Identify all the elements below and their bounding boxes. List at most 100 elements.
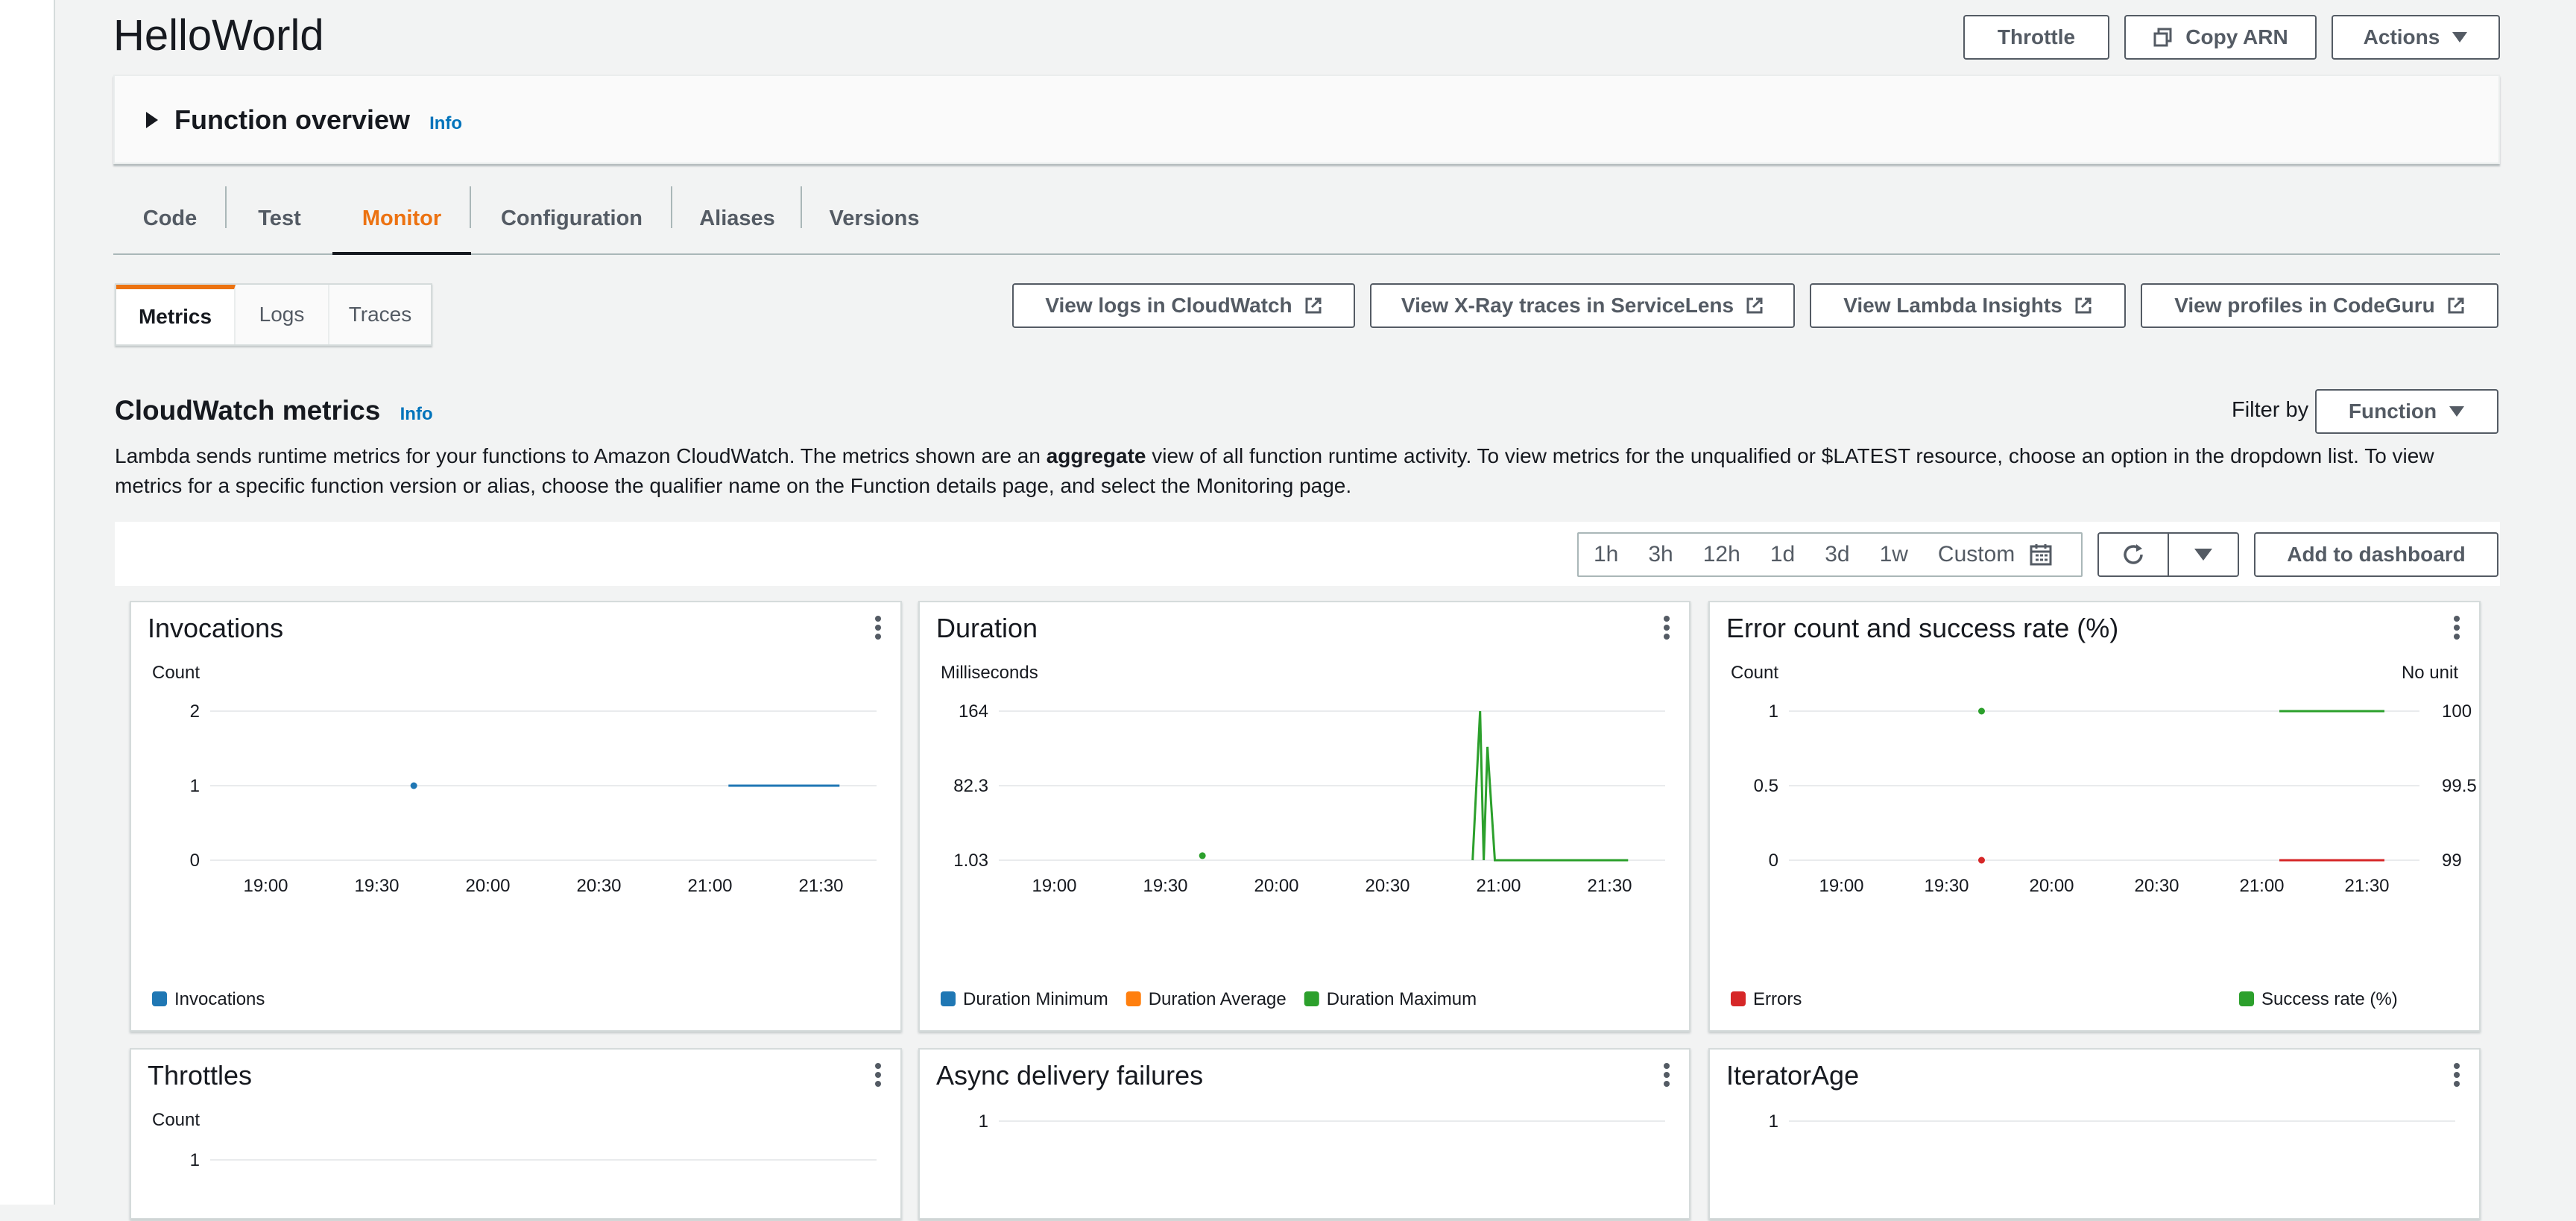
actions-button[interactable]: Actions: [2332, 15, 2500, 60]
expand-caret-icon[interactable]: [146, 112, 158, 128]
chart-panel-duration: Duration Milliseconds 1.03 82.3 164 19:00 19:…: [918, 601, 1690, 1032]
external-link-icon: [1305, 297, 1322, 314]
legend-swatch: [1304, 991, 1319, 1006]
view-codeguru-profiles-button[interactable]: View profiles in CodeGuru: [2141, 283, 2498, 328]
subtab-logs[interactable]: Logs: [236, 285, 329, 344]
throttle-button[interactable]: Throttle: [1963, 15, 2109, 60]
tab-monitor[interactable]: Monitor: [332, 183, 471, 255]
time-range-selector: 1h 3h 12h 1d 3d 1w Custom: [1577, 532, 2083, 577]
legend-label: Duration Average: [1149, 989, 1287, 1009]
tab-configuration[interactable]: Configuration: [500, 206, 643, 230]
chart-panel-async-delivery-failures: Async delivery failures 1: [918, 1048, 1690, 1220]
data-point: [1978, 856, 1985, 864]
series-line: [1471, 710, 1629, 862]
tab-versions[interactable]: Versions: [829, 206, 920, 230]
external-link-icon: [2448, 297, 2464, 314]
x-tick-label: 19:00: [1032, 876, 1076, 896]
function-overview-title: Function overview: [174, 104, 411, 135]
y-tick-label: 0: [1769, 851, 1778, 871]
x-tick-label: 20:00: [465, 876, 510, 896]
chart-title: Duration: [936, 613, 1038, 643]
x-tick-label: 19:30: [354, 876, 399, 896]
view-profiles-label: View profiles in CodeGuru: [2174, 294, 2435, 317]
legend-label: Success rate (%): [2261, 989, 2398, 1009]
chart-title: Async delivery failures: [936, 1060, 1204, 1091]
legend-label: Errors: [1753, 989, 1802, 1009]
filter-by-dropdown[interactable]: Function: [2315, 389, 2498, 434]
data-point: [1199, 852, 1206, 859]
tab-code[interactable]: Code: [142, 206, 198, 230]
view-logs-cloudwatch-button[interactable]: View logs in CloudWatch: [1012, 283, 1355, 328]
x-tick-label: 19:30: [1143, 876, 1187, 896]
y2-tick-label: 99: [2442, 851, 2462, 871]
view-xray-label: View X-Ray traces in ServiceLens: [1401, 294, 1734, 317]
refresh-button[interactable]: [2097, 532, 2169, 577]
range-3h[interactable]: 3h: [1648, 542, 1673, 567]
metrics-info-link[interactable]: Info: [400, 404, 433, 424]
refresh-options-dropdown[interactable]: [2168, 532, 2239, 577]
chart-panel-iterator-age: IteratorAge 1: [1708, 1048, 2481, 1220]
y2-tick-label: 100: [2442, 701, 2472, 722]
y-tick-label: 164: [959, 701, 988, 722]
chart-title: Error count and success rate (%): [1726, 613, 2119, 643]
tab-test[interactable]: Test: [258, 206, 301, 230]
desc-text-rest: view of all function runtime activity. T…: [115, 444, 2434, 497]
y-tick-label: 82.3: [953, 776, 988, 796]
more-options-icon[interactable]: [875, 616, 881, 640]
y-tick-label: 0: [190, 851, 200, 871]
cloudwatch-metrics-heading: CloudWatch metrics Info: [115, 395, 433, 426]
x-tick-label: 20:00: [2029, 876, 2074, 896]
x-tick-label: 20:30: [576, 876, 621, 896]
view-xray-traces-button[interactable]: View X-Ray traces in ServiceLens: [1370, 283, 1795, 328]
x-tick-label: 21:30: [798, 876, 843, 896]
duration-chart: Milliseconds 1.03 82.3 164 19:00 19:30 20:00 20…: [941, 663, 1665, 1009]
copy-arn-button[interactable]: Copy ARN: [2124, 15, 2317, 60]
subtab-traces[interactable]: Traces: [348, 303, 412, 326]
data-point: [410, 782, 417, 789]
caret-down-icon: [2449, 406, 2465, 417]
range-custom[interactable]: Custom: [1937, 542, 2015, 567]
view-insights-label: View Lambda Insights: [1843, 294, 2062, 317]
overview-info-link[interactable]: Info: [429, 113, 463, 133]
view-logs-label: View logs in CloudWatch: [1045, 294, 1292, 317]
monitor-subtabs: Metrics Logs Traces: [115, 283, 432, 346]
subtab-metrics[interactable]: Metrics: [116, 285, 236, 344]
more-options-icon[interactable]: [1664, 1063, 1670, 1087]
y-axis-unit-label: Count: [152, 663, 200, 683]
range-1d[interactable]: 1d: [1770, 542, 1796, 567]
y-axis-unit-label: Milliseconds: [941, 663, 1038, 683]
legend-label: Invocations: [174, 989, 265, 1009]
y2-tick-label: 99.5: [2442, 776, 2477, 796]
range-1h[interactable]: 1h: [1594, 542, 1619, 567]
more-options-icon[interactable]: [2454, 1063, 2460, 1087]
more-options-icon[interactable]: [2454, 616, 2460, 640]
legend-swatch: [941, 991, 956, 1006]
x-tick-label: 19:00: [243, 876, 288, 896]
view-lambda-insights-button[interactable]: View Lambda Insights: [1810, 283, 2126, 328]
iterator-age-chart: 1: [1769, 1111, 2455, 1132]
y-tick-label: 1: [190, 1150, 200, 1170]
calendar-icon[interactable]: [2030, 543, 2052, 566]
data-point: [1978, 707, 1985, 715]
tab-separator: [671, 186, 672, 228]
range-1w[interactable]: 1w: [1879, 542, 1908, 567]
y-tick-label: 1: [1769, 701, 1778, 722]
range-12h[interactable]: 12h: [1702, 542, 1740, 567]
error-count-chart: Count No unit 0 0.5 1 99 99.5 100 19:00 19:30 20:0…: [1731, 663, 2477, 1009]
tab-separator: [801, 186, 802, 228]
x-tick-label: 21:30: [1587, 876, 1632, 896]
actions-label: Actions: [2363, 25, 2440, 48]
range-3d[interactable]: 3d: [1825, 542, 1850, 567]
page-title: HelloWorld: [113, 11, 324, 60]
more-options-icon[interactable]: [875, 1063, 881, 1087]
legend-label: Duration Maximum: [1327, 989, 1477, 1009]
function-overview-toggle[interactable]: Function overview Info: [174, 104, 462, 136]
y-tick-label: 0.5: [1754, 776, 1778, 796]
more-options-icon[interactable]: [1664, 616, 1670, 640]
tab-aliases[interactable]: Aliases: [699, 206, 775, 230]
cloudwatch-metrics-title: CloudWatch metrics: [115, 395, 381, 426]
add-to-dashboard-button[interactable]: Add to dashboard: [2254, 532, 2498, 577]
x-tick-label: 19:30: [1924, 876, 1969, 896]
chart-panel-throttles: Throttles Count 1: [130, 1048, 902, 1220]
metrics-description: Lambda sends runtime metrics for your fu…: [115, 441, 2500, 501]
